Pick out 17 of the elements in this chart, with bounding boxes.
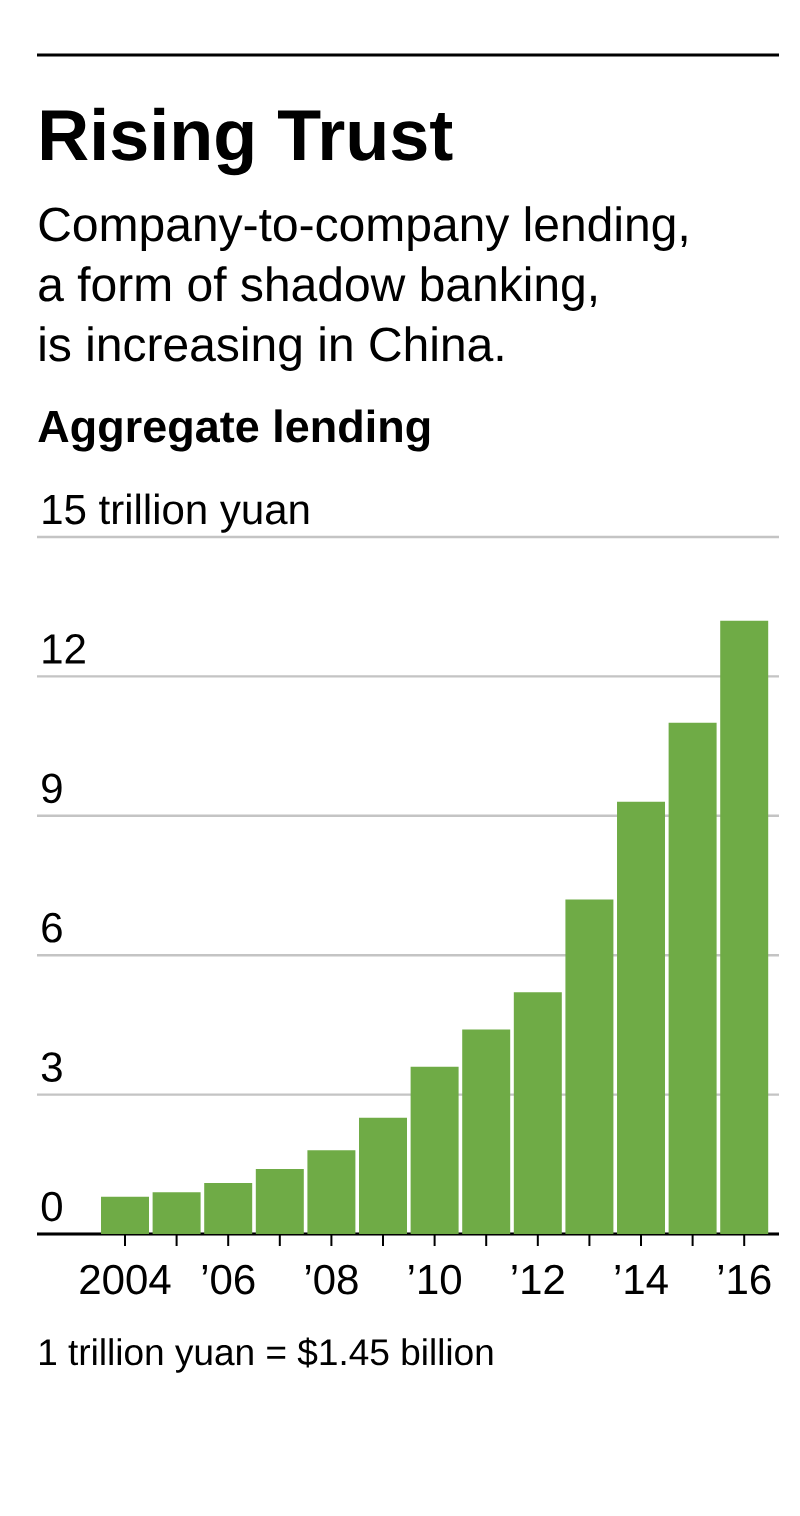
y-tick-label: 15 trillion yuan [43, 493, 309, 533]
y-tick-label: 9 [42, 773, 62, 804]
y-tick-label: 6 [42, 912, 62, 943]
chart-title: Rising Trust [42, 107, 453, 176]
chart-subtitle: Company-to-company lending, a form of shadow banking, is increasing in China. [39, 206, 687, 371]
x-tick-label: ’16 [718, 1264, 771, 1295]
x-tick-label: ’06 [202, 1264, 255, 1295]
y-axis-title: Aggregate lending [38, 409, 430, 452]
x-tick-label: 2004 [80, 1264, 171, 1295]
x-tick-label: ’14 [615, 1265, 668, 1294]
x-tick-label: ’12 [512, 1264, 564, 1294]
y-tick-label: 0 [41, 1191, 62, 1222]
text: 1 trillion yuan = $1.45 billion [40, 1337, 493, 1373]
x-tick-label: ’10 [409, 1264, 461, 1295]
x-tick-label: ’08 [305, 1264, 358, 1295]
y-tick-label: 12 [43, 634, 85, 664]
y-tick-label: 3 [41, 1052, 62, 1082]
